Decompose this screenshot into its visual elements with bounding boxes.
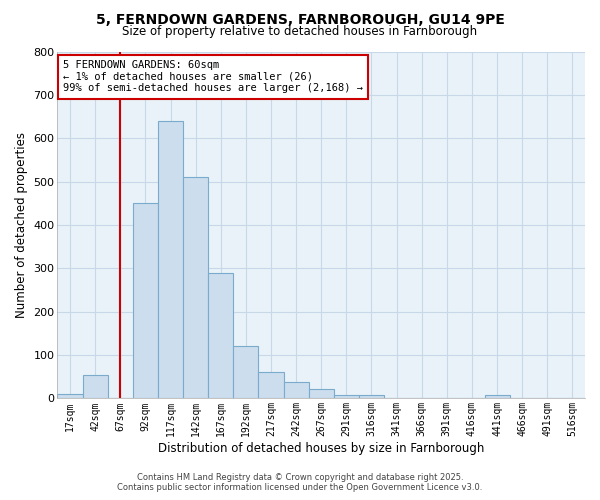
Text: Size of property relative to detached houses in Farnborough: Size of property relative to detached ho…: [122, 25, 478, 38]
Bar: [183, 178, 208, 398]
Bar: [58, 394, 83, 398]
Text: Contains HM Land Registry data © Crown copyright and database right 2025.
Contai: Contains HM Land Registry data © Crown c…: [118, 473, 482, 492]
Bar: [208, 272, 233, 398]
Y-axis label: Number of detached properties: Number of detached properties: [15, 132, 28, 318]
Bar: [359, 395, 384, 398]
Bar: [284, 382, 308, 398]
Bar: [259, 372, 284, 398]
Bar: [308, 389, 334, 398]
Bar: [334, 395, 359, 398]
Bar: [158, 121, 183, 398]
Text: 5, FERNDOWN GARDENS, FARNBOROUGH, GU14 9PE: 5, FERNDOWN GARDENS, FARNBOROUGH, GU14 9…: [95, 12, 505, 26]
Bar: [83, 374, 108, 398]
Bar: [485, 395, 509, 398]
X-axis label: Distribution of detached houses by size in Farnborough: Distribution of detached houses by size …: [158, 442, 484, 455]
Text: 5 FERNDOWN GARDENS: 60sqm
← 1% of detached houses are smaller (26)
99% of semi-d: 5 FERNDOWN GARDENS: 60sqm ← 1% of detach…: [63, 60, 363, 94]
Bar: [233, 346, 259, 399]
Bar: [133, 204, 158, 398]
